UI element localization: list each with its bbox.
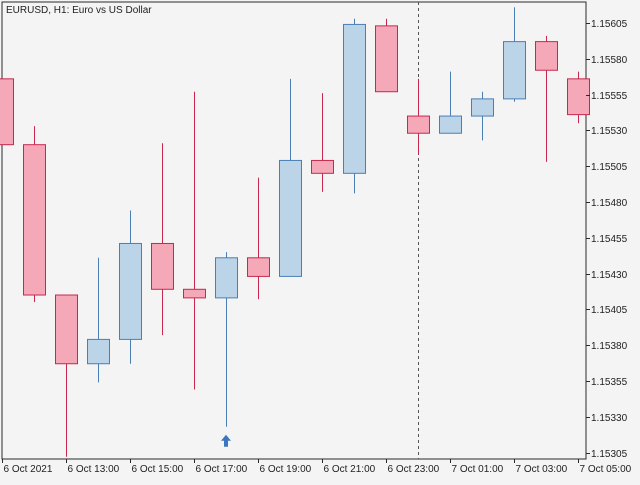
candle-body (567, 78, 590, 116)
candle[interactable] (87, 257, 110, 383)
price-tick-label: 1.15580 (591, 55, 628, 66)
markers-group (221, 434, 231, 447)
price-tick-label: 1.15505 (591, 162, 628, 173)
time-axis: 6 Oct 2021 6 Oct 13:00 6 Oct 15:00 6 Oct 17… (2, 459, 632, 475)
candle-body (55, 294, 78, 365)
candle-body (183, 288, 206, 299)
price-axis: 1.15605 1.15580 1.15555 1.15530 1.15505 1.154… (586, 19, 628, 460)
time-tick-label: 6 Oct 21:00 (324, 464, 376, 475)
candle[interactable] (407, 78, 430, 155)
chart-title: EURUSD, H1: Euro vs US Dollar (6, 5, 152, 16)
price-tick-label: 1.15555 (591, 91, 628, 102)
candle-body (215, 257, 238, 299)
buy-arrow-icon (221, 434, 231, 447)
price-tick-label: 1.15455 (591, 234, 628, 245)
price-tick-label: 1.15355 (591, 377, 628, 388)
candle[interactable] (247, 177, 270, 300)
time-tick-label: 7 Oct 01:00 (452, 464, 504, 475)
time-tick-label: 6 Oct 23:00 (388, 464, 440, 475)
candle-body (87, 338, 110, 365)
candle-body (0, 78, 14, 146)
price-tick-label: 1.15430 (591, 270, 628, 281)
candle-body (343, 23, 366, 174)
candle[interactable] (119, 210, 142, 364)
candle-body (311, 159, 334, 174)
candle[interactable] (375, 18, 398, 93)
time-tick-label: 6 Oct 13:00 (68, 464, 120, 475)
candle[interactable] (471, 91, 494, 141)
candle[interactable] (535, 35, 558, 162)
candle-body (503, 41, 526, 100)
price-tick-label: 1.15330 (591, 413, 628, 424)
candle[interactable] (279, 78, 302, 277)
time-tick-label: 6 Oct 15:00 (132, 464, 184, 475)
time-tick-label: 6 Oct 17:00 (196, 464, 248, 475)
candle[interactable] (439, 71, 462, 134)
candle-body (407, 115, 430, 134)
candle[interactable] (567, 71, 590, 124)
price-tick-label: 1.15480 (591, 198, 628, 209)
candle-body (151, 242, 174, 290)
candle-body (375, 25, 398, 93)
candle[interactable] (503, 7, 526, 102)
time-tick-label: 7 Oct 05:00 (580, 464, 632, 475)
price-tick-label: 1.15380 (591, 341, 628, 352)
price-tick-label: 1.15405 (591, 305, 628, 316)
candle-body (535, 41, 558, 71)
candles-group (0, 2, 590, 459)
time-tick-label: 6 Oct 2021 (4, 464, 53, 475)
candle-body (439, 115, 462, 134)
candle-body (119, 242, 142, 340)
candle[interactable] (151, 143, 174, 336)
time-tick-label: 7 Oct 03:00 (516, 464, 568, 475)
candle-body (23, 144, 46, 296)
candle[interactable] (0, 78, 14, 146)
candle-body (247, 257, 270, 277)
price-tick-label: 1.15530 (591, 126, 628, 137)
candle[interactable] (55, 294, 78, 457)
price-tick-label: 1.15605 (591, 19, 628, 30)
price-tick-label: 1.15305 (591, 449, 628, 460)
candle[interactable] (183, 91, 206, 390)
candle[interactable] (215, 252, 238, 427)
candle-body (471, 98, 494, 117)
candle[interactable] (311, 93, 334, 192)
candle-body (279, 159, 302, 277)
candle[interactable] (343, 18, 366, 194)
time-tick-label: 6 Oct 19:00 (260, 464, 312, 475)
candle[interactable] (23, 126, 46, 303)
